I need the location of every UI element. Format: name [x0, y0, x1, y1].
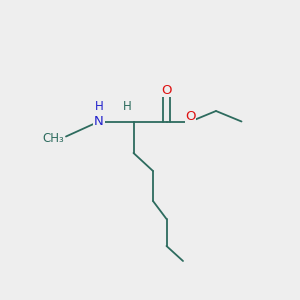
- Text: H: H: [123, 100, 132, 113]
- Text: CH₃: CH₃: [43, 131, 64, 145]
- Text: O: O: [185, 110, 196, 124]
- Text: O: O: [161, 83, 172, 97]
- Text: N: N: [94, 115, 104, 128]
- Text: H: H: [94, 100, 103, 113]
